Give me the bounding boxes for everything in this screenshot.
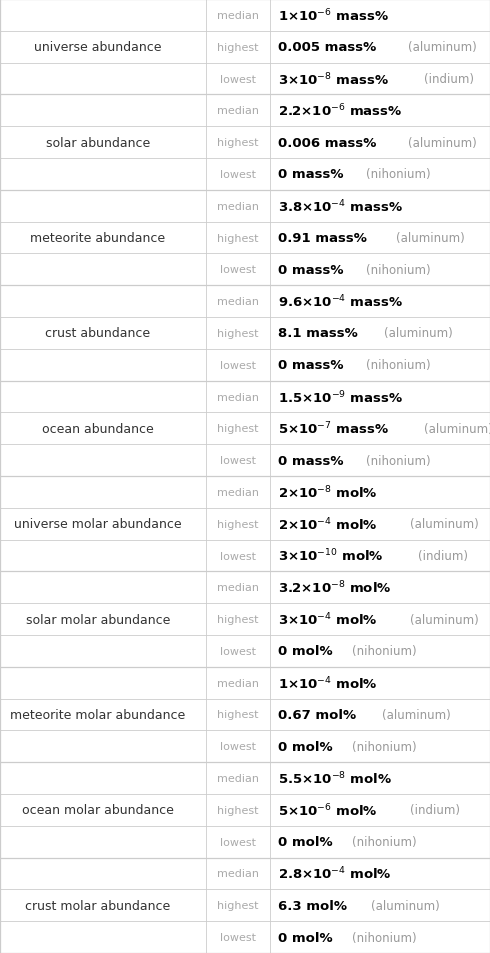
Text: highest: highest xyxy=(217,901,258,910)
Text: 2.2×10$^{-6}$ mass%: 2.2×10$^{-6}$ mass% xyxy=(277,103,402,119)
Text: crust molar abundance: crust molar abundance xyxy=(25,899,171,912)
Text: crust abundance: crust abundance xyxy=(46,327,150,340)
Text: 0 mol%: 0 mol% xyxy=(277,836,332,848)
Text: (aluminum): (aluminum) xyxy=(382,708,451,721)
Text: median: median xyxy=(217,868,259,879)
Text: 9.6×10$^{-4}$ mass%: 9.6×10$^{-4}$ mass% xyxy=(277,294,403,310)
Text: lowest: lowest xyxy=(220,932,256,943)
Text: 3×10$^{-8}$ mass%: 3×10$^{-8}$ mass% xyxy=(277,71,388,88)
Text: 3.8×10$^{-4}$ mass%: 3.8×10$^{-4}$ mass% xyxy=(277,198,402,214)
Text: (aluminum): (aluminum) xyxy=(408,41,477,54)
Text: (nihonium): (nihonium) xyxy=(366,264,431,276)
Text: lowest: lowest xyxy=(220,551,256,561)
Text: solar abundance: solar abundance xyxy=(46,136,150,150)
Text: 6.3 mol%: 6.3 mol% xyxy=(277,899,346,912)
Text: median: median xyxy=(217,106,259,116)
Text: 2×10$^{-8}$ mol%: 2×10$^{-8}$ mol% xyxy=(277,484,377,500)
Text: median: median xyxy=(217,487,259,497)
Text: median: median xyxy=(217,582,259,593)
Text: 5×10$^{-7}$ mass%: 5×10$^{-7}$ mass% xyxy=(277,420,388,437)
Text: 2.8×10$^{-4}$ mol%: 2.8×10$^{-4}$ mol% xyxy=(277,865,391,882)
Text: (nihonium): (nihonium) xyxy=(366,359,431,372)
Text: (nihonium): (nihonium) xyxy=(352,645,416,658)
Text: 0.67 mol%: 0.67 mol% xyxy=(277,708,356,721)
Text: (aluminum): (aluminum) xyxy=(409,136,477,150)
Text: 0.91 mass%: 0.91 mass% xyxy=(277,232,367,245)
Text: (aluminum): (aluminum) xyxy=(424,422,490,436)
Text: (nihonium): (nihonium) xyxy=(366,169,431,181)
Text: highest: highest xyxy=(217,233,258,243)
Text: (nihonium): (nihonium) xyxy=(352,931,416,943)
Text: (indium): (indium) xyxy=(424,73,474,86)
Text: highest: highest xyxy=(217,615,258,624)
Text: 1×10$^{-4}$ mol%: 1×10$^{-4}$ mol% xyxy=(277,675,377,691)
Text: ocean molar abundance: ocean molar abundance xyxy=(22,803,174,817)
Text: median: median xyxy=(217,773,259,783)
Text: (nihonium): (nihonium) xyxy=(366,455,431,467)
Text: 0 mol%: 0 mol% xyxy=(277,740,332,753)
Text: solar molar abundance: solar molar abundance xyxy=(25,613,170,626)
Text: lowest: lowest xyxy=(220,360,256,371)
Text: 0 mass%: 0 mass% xyxy=(277,169,343,181)
Text: lowest: lowest xyxy=(220,265,256,275)
Text: 0 mol%: 0 mol% xyxy=(277,645,332,658)
Text: highest: highest xyxy=(217,329,258,338)
Text: highest: highest xyxy=(217,710,258,720)
Text: universe abundance: universe abundance xyxy=(34,41,162,54)
Text: 8.1 mass%: 8.1 mass% xyxy=(277,327,357,340)
Text: 0 mass%: 0 mass% xyxy=(277,264,343,276)
Text: meteorite molar abundance: meteorite molar abundance xyxy=(10,708,186,721)
Text: (nihonium): (nihonium) xyxy=(352,836,416,848)
Text: lowest: lowest xyxy=(220,74,256,85)
Text: 2×10$^{-4}$ mol%: 2×10$^{-4}$ mol% xyxy=(277,516,377,533)
Text: highest: highest xyxy=(217,138,258,148)
Text: lowest: lowest xyxy=(220,837,256,847)
Text: highest: highest xyxy=(217,43,258,52)
Text: median: median xyxy=(217,201,259,212)
Text: 3×10$^{-10}$ mol%: 3×10$^{-10}$ mol% xyxy=(277,548,383,564)
Text: meteorite abundance: meteorite abundance xyxy=(30,232,166,245)
Text: 3.2×10$^{-8}$ mol%: 3.2×10$^{-8}$ mol% xyxy=(277,579,391,596)
Text: 0 mass%: 0 mass% xyxy=(277,359,343,372)
Text: median: median xyxy=(217,392,259,402)
Text: (aluminum): (aluminum) xyxy=(370,899,439,912)
Text: 0 mass%: 0 mass% xyxy=(277,455,343,467)
Text: (aluminum): (aluminum) xyxy=(410,517,479,531)
Text: 0 mol%: 0 mol% xyxy=(277,931,332,943)
Text: lowest: lowest xyxy=(220,646,256,657)
Text: highest: highest xyxy=(217,519,258,529)
Text: highest: highest xyxy=(217,424,258,434)
Text: (indium): (indium) xyxy=(418,550,468,562)
Text: 1×10$^{-6}$ mass%: 1×10$^{-6}$ mass% xyxy=(277,8,388,24)
Text: lowest: lowest xyxy=(220,170,256,180)
Text: 3×10$^{-4}$ mol%: 3×10$^{-4}$ mol% xyxy=(277,611,377,628)
Text: 5×10$^{-6}$ mol%: 5×10$^{-6}$ mol% xyxy=(277,801,377,819)
Text: median: median xyxy=(217,296,259,307)
Text: lowest: lowest xyxy=(220,456,256,466)
Text: (nihonium): (nihonium) xyxy=(352,740,416,753)
Text: 1.5×10$^{-9}$ mass%: 1.5×10$^{-9}$ mass% xyxy=(277,389,403,405)
Text: ocean abundance: ocean abundance xyxy=(42,422,154,436)
Text: median: median xyxy=(217,678,259,688)
Text: (aluminum): (aluminum) xyxy=(384,327,453,340)
Text: highest: highest xyxy=(217,805,258,815)
Text: lowest: lowest xyxy=(220,741,256,752)
Text: 0.005 mass%: 0.005 mass% xyxy=(277,41,376,54)
Text: universe molar abundance: universe molar abundance xyxy=(14,517,182,531)
Text: (aluminum): (aluminum) xyxy=(396,232,465,245)
Text: (indium): (indium) xyxy=(410,803,460,817)
Text: median: median xyxy=(217,10,259,21)
Text: (aluminum): (aluminum) xyxy=(410,613,479,626)
Text: 0.006 mass%: 0.006 mass% xyxy=(277,136,376,150)
Text: 5.5×10$^{-8}$ mol%: 5.5×10$^{-8}$ mol% xyxy=(277,770,392,786)
